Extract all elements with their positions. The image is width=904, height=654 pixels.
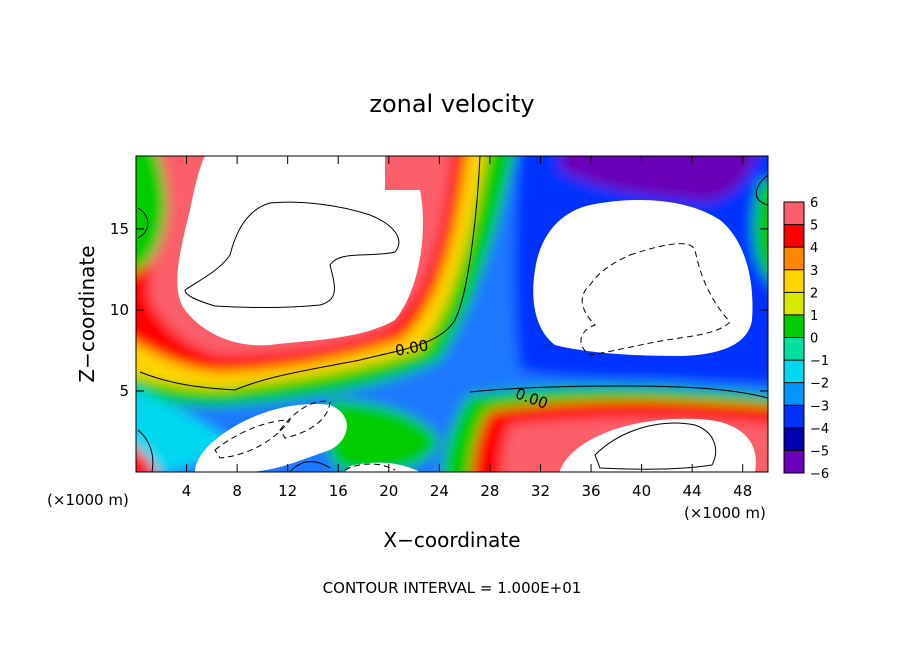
colorbar-swatch xyxy=(784,450,804,474)
masked-region-upper-right xyxy=(533,200,753,356)
chart-title: zonal velocity xyxy=(369,90,534,118)
y-axis-label: Z−coordinate xyxy=(75,245,99,382)
colorbar-swatch xyxy=(784,247,804,271)
masked-region-lower-mid xyxy=(345,462,420,472)
contour-zero-main xyxy=(139,156,481,391)
x-tick-label: 12 xyxy=(278,482,297,500)
colorbar-swatch xyxy=(784,427,804,451)
x-axis-label: X−coordinate xyxy=(383,528,520,552)
contour-bottom-mid xyxy=(289,461,331,472)
contour-dashed-lower-left xyxy=(214,419,292,459)
x-tick-label: 40 xyxy=(632,482,651,500)
x-tick-label: 44 xyxy=(683,482,702,500)
colorbar-swatch xyxy=(784,202,804,226)
y-tick-label: 10 xyxy=(110,301,129,319)
field-left-edge-green xyxy=(136,156,167,272)
x-tick-label: 4 xyxy=(182,482,192,500)
colorbar-tick-label: 6 xyxy=(810,196,818,211)
colorbar-tick-label: −4 xyxy=(810,422,829,437)
x-tick-label: 32 xyxy=(531,482,550,500)
colorbar-swatch xyxy=(784,337,804,361)
contour-interval-footer: CONTOUR INTERVAL = 1.000E+01 xyxy=(323,579,582,597)
field-lower-left-red-corner xyxy=(136,448,157,472)
contour-solid-upper-left xyxy=(184,201,400,308)
contour-dashed-lower-mid xyxy=(279,400,331,439)
contours-dashed xyxy=(214,243,731,471)
x-tick-label: 28 xyxy=(480,482,499,500)
colorbar-tick-label: 3 xyxy=(810,264,818,279)
x-tick-label: 16 xyxy=(329,482,348,500)
colorbar-tick-label: 4 xyxy=(810,241,818,256)
colorbar-tick-label: 0 xyxy=(810,332,818,347)
x-axis: 4 8 12 16 20 24 28 32 36 40 44 48 xyxy=(182,156,752,500)
contour-label-zero-left: 0.00 xyxy=(394,336,430,360)
x-unit-label-left: (×1000 m) xyxy=(47,491,129,509)
x-tick-label: 48 xyxy=(733,482,752,500)
masked-regions xyxy=(177,156,756,472)
colorbar-tick-label: 5 xyxy=(810,219,818,234)
x-tick-label: 24 xyxy=(430,482,449,500)
contour-right-edge xyxy=(755,174,768,206)
colorbar-swatch xyxy=(784,224,804,248)
colorbar-tick-label: 2 xyxy=(810,286,818,301)
colorbar-swatch xyxy=(784,292,804,316)
x-tick-label: 20 xyxy=(379,482,398,500)
masked-region-lower-left xyxy=(195,404,347,472)
masked-region-upper-left xyxy=(177,156,423,346)
colorbar-swatch xyxy=(784,314,804,338)
colorbar: 6 5 4 3 2 1 0 −1 −2 −3 −4 −5 −6 xyxy=(783,196,829,482)
contour-dashed-bottom xyxy=(344,463,396,471)
colorbar-tick-label: −1 xyxy=(810,354,829,369)
contours xyxy=(137,156,768,472)
contour-solid-lower-right xyxy=(594,422,717,470)
colorbar-swatch xyxy=(784,360,804,384)
field-green-right-edge xyxy=(752,180,768,280)
colorbar-tick-label: −6 xyxy=(810,467,829,482)
contour-left-edge xyxy=(137,207,149,239)
plot-area xyxy=(136,156,768,472)
y-tick-label: 5 xyxy=(119,382,129,400)
x-unit-label-right: (×1000 m) xyxy=(684,504,766,522)
colorbar-swatch xyxy=(784,269,804,293)
colorbar-swatch xyxy=(784,405,804,429)
contour-bottom-left xyxy=(137,429,154,472)
field-lower-mid-green xyxy=(323,400,440,472)
x-tick-label: 36 xyxy=(581,482,600,500)
colorbar-swatch xyxy=(784,382,804,406)
colorbar-tick-label: −5 xyxy=(810,444,829,459)
colorbar-tick-label: −3 xyxy=(810,399,829,414)
contour-dashed-upper-right xyxy=(580,243,731,356)
y-tick-label: 15 xyxy=(110,220,129,238)
contour-zero-right xyxy=(469,385,768,399)
colorbar-tick-label: 1 xyxy=(810,309,818,324)
plot-frame xyxy=(135,155,769,473)
colorbar-tick-label: −2 xyxy=(810,377,829,392)
y-axis: 5 10 15 xyxy=(110,220,768,400)
x-tick-label: 8 xyxy=(232,482,242,500)
field-purple-right xyxy=(560,156,756,202)
